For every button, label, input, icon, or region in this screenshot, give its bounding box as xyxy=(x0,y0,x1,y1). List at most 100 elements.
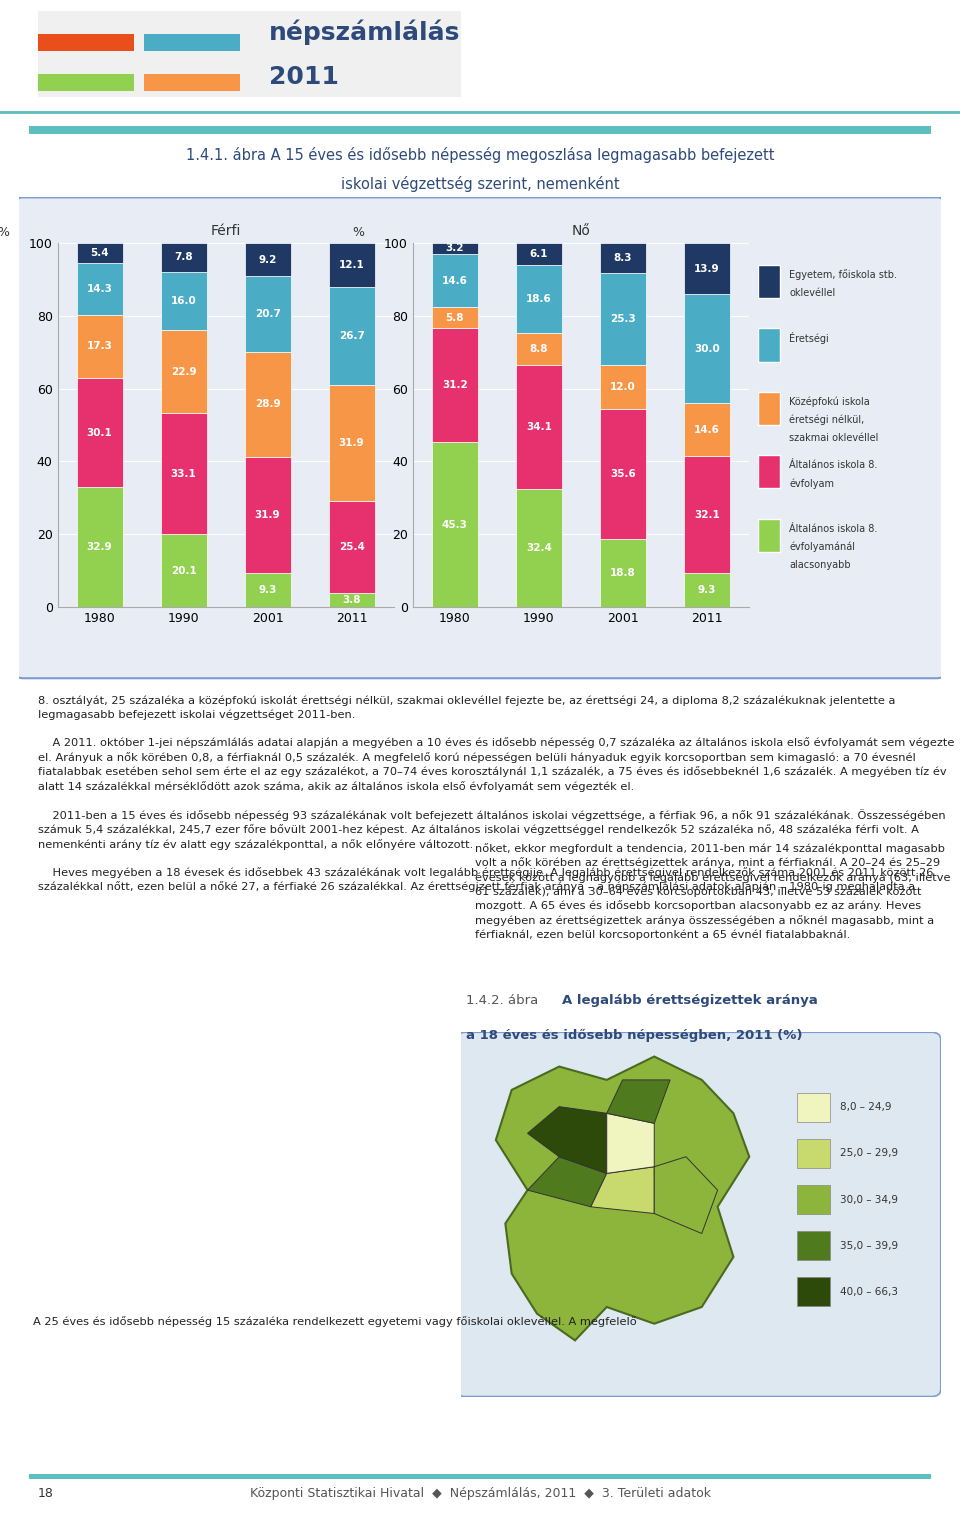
Text: 18.6: 18.6 xyxy=(526,294,552,304)
Bar xyxy=(797,1093,830,1122)
Text: 45.3: 45.3 xyxy=(442,519,468,530)
Bar xyxy=(328,594,374,607)
Polygon shape xyxy=(496,1057,749,1340)
FancyBboxPatch shape xyxy=(38,11,461,97)
Text: iskolai végzettség szerint, nemenként: iskolai végzettség szerint, nemenként xyxy=(341,176,619,191)
Title: Férfi: Férfi xyxy=(210,223,241,237)
Bar xyxy=(77,263,123,314)
Text: 35,0 – 39,9: 35,0 – 39,9 xyxy=(840,1240,898,1251)
Bar xyxy=(600,539,646,607)
Bar xyxy=(516,243,562,266)
Text: 34.1: 34.1 xyxy=(526,422,552,433)
Text: oklevéllel: oklevéllel xyxy=(789,288,835,298)
Text: 30.1: 30.1 xyxy=(86,428,112,437)
Text: Éretségi: Éretségi xyxy=(789,332,829,345)
Polygon shape xyxy=(528,1107,607,1173)
Bar xyxy=(77,378,123,487)
Polygon shape xyxy=(655,1157,718,1234)
Polygon shape xyxy=(607,1113,655,1173)
Bar xyxy=(758,519,780,553)
Text: 40,0 – 66,3: 40,0 – 66,3 xyxy=(840,1287,898,1296)
Bar xyxy=(758,264,780,298)
Bar xyxy=(144,74,240,91)
Bar xyxy=(328,501,374,594)
Text: 33.1: 33.1 xyxy=(171,469,197,478)
Bar xyxy=(77,314,123,378)
Polygon shape xyxy=(528,1157,607,1207)
Bar xyxy=(684,457,730,574)
Text: 9.3: 9.3 xyxy=(258,586,276,595)
Bar xyxy=(600,273,646,366)
Text: %: % xyxy=(0,226,9,238)
Text: alacsonyabb: alacsonyabb xyxy=(789,560,851,571)
Bar xyxy=(77,243,123,263)
Bar xyxy=(432,442,478,607)
Bar xyxy=(245,574,291,607)
Bar xyxy=(38,74,134,91)
Text: 9.3: 9.3 xyxy=(698,586,716,595)
Text: 20.7: 20.7 xyxy=(254,310,280,319)
Text: Általános iskola 8.: Általános iskola 8. xyxy=(789,524,877,533)
Bar xyxy=(684,574,730,607)
Text: a 18 éves és idősebb népességben, 2011 (%): a 18 éves és idősebb népességben, 2011 (… xyxy=(466,1029,803,1041)
Bar xyxy=(77,487,123,607)
Bar xyxy=(600,366,646,408)
Bar xyxy=(600,243,646,273)
Bar xyxy=(684,404,730,457)
Text: 1.4.2. ábra: 1.4.2. ábra xyxy=(466,994,542,1008)
Bar xyxy=(797,1231,830,1260)
Text: nőket, ekkor megfordult a tendencia, 2011-ben már 14 százalékponttal magasabb vo: nőket, ekkor megfordult a tendencia, 201… xyxy=(475,842,950,940)
Text: 9.2: 9.2 xyxy=(258,255,276,264)
Text: 26.7: 26.7 xyxy=(339,331,365,342)
Text: 8. osztályát, 25 százaléka a középfokú iskolát érettségi nélkül, szakmai oklevél: 8. osztályát, 25 százaléka a középfokú i… xyxy=(37,695,954,893)
Text: 17.3: 17.3 xyxy=(86,342,112,351)
Bar xyxy=(758,328,780,361)
FancyBboxPatch shape xyxy=(456,1032,941,1397)
Text: 16.0: 16.0 xyxy=(171,296,197,305)
Text: népszámlálás: népszámlálás xyxy=(269,20,460,44)
Text: éretségi nélkül,: éretségi nélkül, xyxy=(789,414,865,425)
Bar xyxy=(797,1138,830,1167)
Bar xyxy=(160,272,206,329)
Text: 5.8: 5.8 xyxy=(445,313,464,323)
Text: Középfokú iskola: Középfokú iskola xyxy=(789,396,870,407)
Text: Általános iskola 8.: Általános iskola 8. xyxy=(789,460,877,471)
Bar xyxy=(144,33,240,52)
Text: A 25 éves és idősebb népesség 15 százaléka rendelkezett egyetemi vagy főiskolai : A 25 éves és idősebb népesség 15 százalé… xyxy=(33,1316,636,1327)
Text: 18: 18 xyxy=(37,1488,54,1500)
Bar xyxy=(758,392,780,425)
Text: %: % xyxy=(352,226,365,238)
Text: 5.4: 5.4 xyxy=(90,247,108,258)
Bar xyxy=(797,1186,830,1214)
Text: 32.1: 32.1 xyxy=(694,510,720,519)
Text: 30.0: 30.0 xyxy=(694,343,720,354)
Bar xyxy=(516,332,562,364)
Text: A legalább érettségizettek aránya: A legalább érettségizettek aránya xyxy=(562,994,817,1008)
Bar xyxy=(516,489,562,607)
Polygon shape xyxy=(607,1079,670,1123)
Text: Egyetem, főiskola stb.: Egyetem, főiskola stb. xyxy=(789,269,898,281)
Text: 6.1: 6.1 xyxy=(530,249,548,260)
Text: 3.8: 3.8 xyxy=(343,595,361,606)
Bar xyxy=(600,408,646,539)
Bar xyxy=(432,243,478,254)
Text: 22.9: 22.9 xyxy=(171,367,197,376)
Bar xyxy=(160,413,206,534)
Bar xyxy=(432,307,478,328)
Bar xyxy=(328,384,374,501)
Text: 31.9: 31.9 xyxy=(254,510,280,521)
Bar xyxy=(684,294,730,404)
Text: 25.4: 25.4 xyxy=(339,542,365,553)
Bar xyxy=(160,329,206,413)
Bar xyxy=(432,254,478,307)
Text: szakmai oklevéllel: szakmai oklevéllel xyxy=(789,434,878,443)
Text: 13.9: 13.9 xyxy=(694,264,720,273)
Text: 12.1: 12.1 xyxy=(339,260,365,270)
Bar xyxy=(160,534,206,607)
Title: Nő: Nő xyxy=(571,223,590,237)
Bar xyxy=(516,364,562,489)
Text: 20.1: 20.1 xyxy=(171,566,197,575)
Text: 8.8: 8.8 xyxy=(530,345,548,354)
Bar xyxy=(245,457,291,574)
Text: 8.3: 8.3 xyxy=(613,254,632,263)
